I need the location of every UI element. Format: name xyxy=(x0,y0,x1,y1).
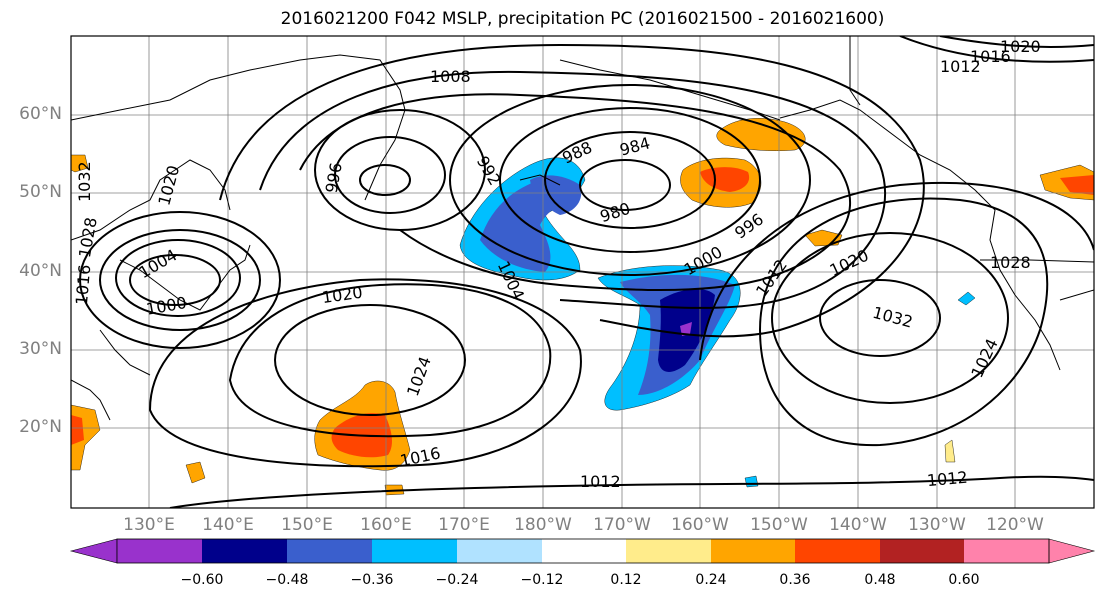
isobar-label: 1020 xyxy=(1000,37,1041,56)
isobar-label: 1024 xyxy=(967,336,1001,381)
lon-label: 170°E xyxy=(438,515,490,535)
colorbar-segment xyxy=(287,539,372,563)
colorbar-tick-label: −0.60 xyxy=(180,572,224,588)
isobar-label: 996 xyxy=(731,210,767,243)
isobar-label: 1032 xyxy=(871,303,915,332)
lat-label: 40°N xyxy=(19,261,62,281)
colorbar-tick-label: −0.36 xyxy=(350,572,394,588)
colorbar-segment xyxy=(542,539,626,563)
colorbar xyxy=(69,538,1096,564)
lat-label: 50°N xyxy=(19,182,62,202)
lon-label: 180°W xyxy=(514,515,572,535)
lon-label: 130°W xyxy=(908,515,966,535)
isobar-label: 984 xyxy=(618,133,652,159)
colorbar-segment xyxy=(626,539,711,563)
lat-label: 60°N xyxy=(19,104,62,124)
lon-label: 140°E xyxy=(202,515,254,535)
lon-label: 160°E xyxy=(360,515,412,535)
colorbar-segment xyxy=(372,539,457,563)
lon-label: 160°W xyxy=(671,515,729,535)
colorbar-tick-label: −0.12 xyxy=(520,572,564,588)
colorbar-frame xyxy=(116,538,1050,564)
colorbar-segment xyxy=(880,539,964,563)
isobar-label: 1020 xyxy=(154,163,183,207)
colorbar-tick-label: 0.36 xyxy=(779,572,811,588)
lon-label: 140°W xyxy=(829,515,887,535)
lat-label: 20°N xyxy=(19,417,62,437)
isobar-label: 1012 xyxy=(580,472,621,491)
lon-label: 150°W xyxy=(750,515,808,535)
colorbar-tick-label: 0.12 xyxy=(610,572,642,588)
isobar-label: 1016 xyxy=(970,47,1011,66)
isobar-label: 1000 xyxy=(145,293,188,319)
lon-label: 150°E xyxy=(281,515,333,535)
colorbar-extend-high xyxy=(1048,538,1096,564)
isobar-label: 1032 xyxy=(75,161,94,202)
map-frame xyxy=(70,35,1095,509)
colorbar-segment xyxy=(457,539,542,563)
isobar-label: 1024 xyxy=(403,354,435,399)
isobar-label: 1012 xyxy=(926,468,968,490)
isobar-label: 988 xyxy=(559,138,595,168)
isobar-label: 1028 xyxy=(75,216,101,259)
isobar-label: 1020 xyxy=(827,246,872,280)
precip-shading xyxy=(71,118,1094,496)
map-title: 2016021200 F042 MSLP, precipitation PC (… xyxy=(280,9,885,29)
lon-label: 120°W xyxy=(986,515,1044,535)
colorbar-segment xyxy=(711,539,795,563)
isobar-label: 996 xyxy=(322,161,346,194)
colorbar-tick-label: 0.24 xyxy=(695,572,727,588)
colorbar-segment xyxy=(202,539,287,563)
colorbar-segment xyxy=(964,539,1049,563)
lat-label: 30°N xyxy=(19,339,62,359)
colorbar-tick-label: 0.60 xyxy=(948,572,980,588)
colorbar-tick-label: −0.24 xyxy=(435,572,479,588)
colorbar-tick-label: −0.48 xyxy=(265,572,309,588)
lon-label: 170°W xyxy=(593,515,651,535)
coastlines xyxy=(71,36,1094,421)
isobar-label: 1016 xyxy=(72,264,94,306)
colorbar-segment xyxy=(795,539,880,563)
isobar-label: 1004 xyxy=(136,245,181,282)
isobar-label: 1008 xyxy=(430,67,471,86)
isobar-label: 1012 xyxy=(940,57,981,76)
isobars xyxy=(79,36,1094,508)
lon-label: 130°E xyxy=(123,515,175,535)
isobar-label: 1028 xyxy=(990,253,1031,272)
isobar-label: 980 xyxy=(598,199,633,227)
colorbar-extend-low xyxy=(69,538,118,564)
colorbar-segment xyxy=(117,539,202,563)
isobar-label: 1020 xyxy=(321,283,364,307)
colorbar-tick-label: 0.48 xyxy=(864,572,896,588)
